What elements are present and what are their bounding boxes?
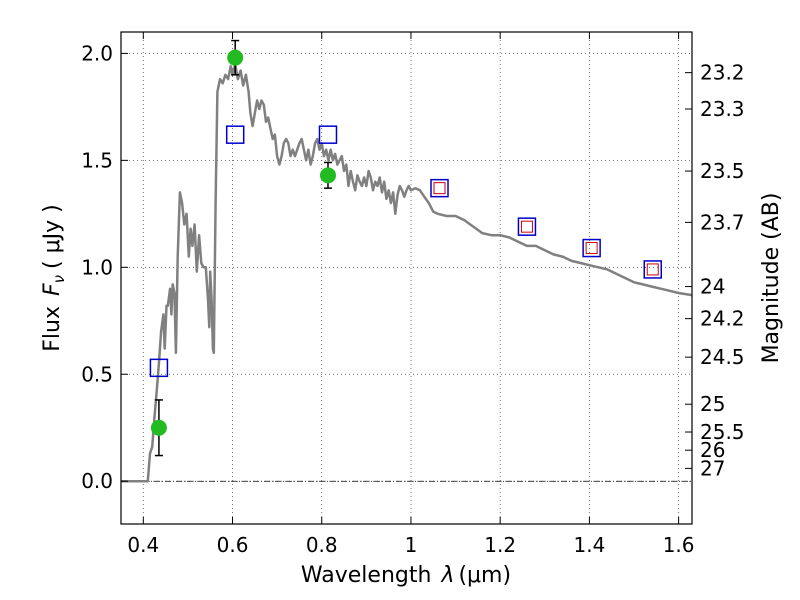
y2-tick-label: 27 bbox=[700, 456, 725, 480]
y-tick-label: 1.0 bbox=[81, 255, 113, 279]
model-box-marker bbox=[643, 260, 662, 279]
y2-tick-label: 23.7 bbox=[700, 210, 745, 234]
plot-frame bbox=[120, 31, 693, 525]
y-tick-label: 0.0 bbox=[81, 469, 113, 493]
y2-tick-label: 26 bbox=[700, 438, 725, 462]
data-layer bbox=[121, 39, 693, 483]
y2-tick-label: 23.5 bbox=[700, 159, 745, 183]
upper-limit-marker bbox=[646, 263, 659, 276]
model-box-marker bbox=[582, 238, 601, 258]
model-box-marker bbox=[149, 358, 169, 378]
grid-layer bbox=[121, 32, 692, 524]
y-axis-label: FluxFν( μJy ) bbox=[40, 204, 68, 351]
model-box-marker bbox=[225, 125, 245, 144]
y2-tick-label: 24.5 bbox=[700, 345, 745, 369]
y2-tick-label: 24 bbox=[700, 275, 725, 299]
model-box-marker bbox=[517, 217, 537, 236]
y-tick-label: 1.5 bbox=[81, 148, 113, 172]
upper-limit-marker bbox=[585, 242, 598, 255]
y2-tick-label: 25 bbox=[700, 392, 725, 416]
x-tick-label: 0.8 bbox=[306, 533, 338, 557]
y-tick-label: 0.5 bbox=[81, 362, 113, 386]
upper-limit-marker bbox=[433, 182, 446, 195]
x-tick-label: 0.6 bbox=[217, 533, 249, 557]
x-tick-label: 1.4 bbox=[573, 533, 605, 557]
x-tick-label: 1.6 bbox=[663, 533, 695, 557]
x-tick-label: 0.4 bbox=[127, 533, 159, 557]
y2-tick-label: 24.2 bbox=[700, 307, 745, 331]
x-axis-label: Wavelength λ (μm) bbox=[301, 563, 511, 588]
x-tick-label: 1 bbox=[405, 533, 418, 557]
y2-tick-label: 23.3 bbox=[700, 97, 745, 121]
detection-point bbox=[319, 167, 336, 184]
sed-model-line bbox=[121, 62, 693, 483]
x-tick-label: 1.2 bbox=[484, 533, 516, 557]
detection-point bbox=[227, 49, 244, 66]
y2-tick-label: 23.2 bbox=[700, 61, 745, 85]
model-box-marker bbox=[318, 125, 338, 144]
upper-limit-marker bbox=[520, 220, 533, 233]
detection-point bbox=[150, 419, 167, 436]
model-box-marker bbox=[430, 178, 449, 198]
y2-tick-label: 25.5 bbox=[700, 420, 745, 444]
tick-layer: 0.4 0.6 0.8 1 1.2 1.4 1.6 0.0 0.5 1.0 1.5 2.0 23.2 23… bbox=[81, 32, 745, 557]
y-tick-label: 2.0 bbox=[81, 41, 113, 65]
y2-axis-label: Magnitude (AB) bbox=[759, 193, 784, 364]
